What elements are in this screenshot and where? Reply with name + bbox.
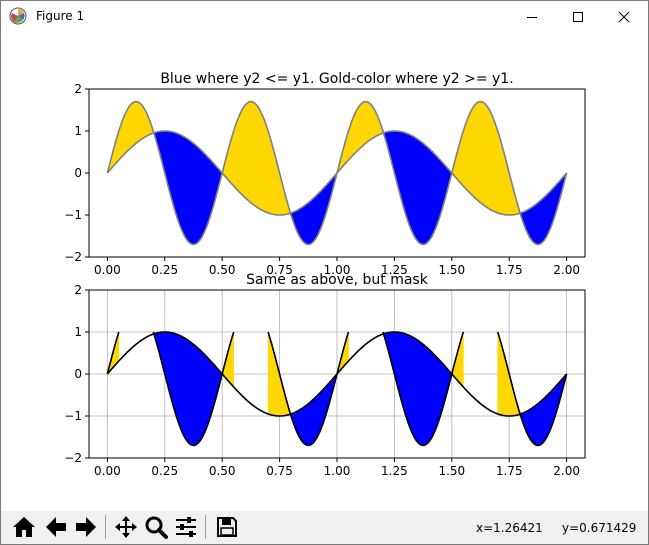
configure-subplots-button[interactable] (172, 513, 200, 541)
maximize-icon (573, 11, 583, 22)
fill-gold-segment (232, 331, 234, 388)
back-button[interactable] (42, 513, 70, 541)
home-button[interactable] (10, 513, 38, 541)
x-tick-label: 1.25 (381, 263, 408, 277)
x-tick-label: 1.75 (496, 263, 523, 277)
x-tick-label: 0.75 (266, 464, 293, 478)
y-tick-label: 2 (74, 283, 82, 297)
x-tick-label: 1.25 (381, 464, 408, 478)
y-tick-label: 2 (74, 82, 82, 96)
sliders-icon (176, 517, 196, 537)
minimize-icon (527, 16, 537, 18)
x-tick-label: 0.50 (209, 464, 236, 478)
chart-title: Blue where y2 <= y1. Gold-color where y2… (160, 71, 513, 87)
x-tick-label: 1.50 (438, 263, 465, 277)
x-tick-label: 0.00 (94, 263, 121, 277)
x-tick-label: 0.00 (94, 464, 121, 478)
x-tick-label: 1.75 (496, 464, 523, 478)
forward-button[interactable] (72, 513, 100, 541)
series-line-y2 (106, 100, 568, 246)
y-tick-label: −2 (64, 451, 82, 465)
toolbar-separator (105, 515, 106, 539)
navigation-toolbar: x=1.26421 y=0.671429 (1, 511, 648, 544)
zoom-button[interactable] (142, 513, 170, 541)
y-tick-label: −1 (64, 208, 82, 222)
home-icon (13, 517, 35, 537)
maximize-button[interactable] (555, 2, 601, 31)
chart-title: Same as above, but mask (246, 272, 429, 288)
y-tick-label: −1 (64, 409, 82, 423)
y-tick-label: 1 (74, 124, 82, 138)
cursor-y-readout: y=0.671429 (562, 521, 637, 535)
y-tick-label: 0 (74, 367, 82, 381)
x-tick-label: 0.25 (151, 263, 178, 277)
arrow-left-icon (46, 517, 66, 537)
zoom-icon (145, 516, 168, 539)
minimize-button[interactable] (509, 2, 555, 31)
close-button[interactable] (601, 2, 647, 31)
x-tick-label: 1.50 (438, 464, 465, 478)
close-icon (618, 11, 630, 22)
y-tick-label: −2 (64, 250, 82, 264)
fill-gold-segment (461, 331, 464, 388)
y-tick-label: 0 (74, 166, 82, 180)
figure-canvas[interactable]: 0.00 0.25 0.50 0.75 1.00 1.25 1.50 1.75 2.00 2 1 0 −… (1, 31, 648, 511)
move-icon (115, 516, 137, 538)
cursor-x-readout: x=1.26421 (476, 521, 543, 535)
x-tick-label: 2.00 (553, 263, 580, 277)
x-tick-label: 2.00 (553, 464, 580, 478)
series-line-y2 (106, 331, 568, 447)
pan-button[interactable] (112, 513, 140, 541)
x-tick-label: 1.00 (324, 464, 351, 478)
figure-plot[interactable]: 0.00 0.25 0.50 0.75 1.00 1.25 1.50 1.75 2.00 2 1 0 −… (1, 31, 648, 511)
save-icon (217, 517, 237, 537)
x-tick-label: 0.25 (151, 464, 178, 478)
x-tick-label: 1.00 (324, 263, 351, 277)
x-tick-label: 0.75 (266, 263, 293, 277)
save-button[interactable] (213, 513, 241, 541)
toolbar-separator (205, 515, 206, 539)
x-tick-label: 0.50 (209, 263, 236, 277)
y-tick-label: 1 (74, 325, 82, 339)
matplotlib-figure-icon (9, 7, 27, 29)
title-bar[interactable]: Figure 1 (1, 1, 648, 31)
arrow-right-icon (76, 517, 96, 537)
window-title: Figure 1 (36, 9, 85, 23)
